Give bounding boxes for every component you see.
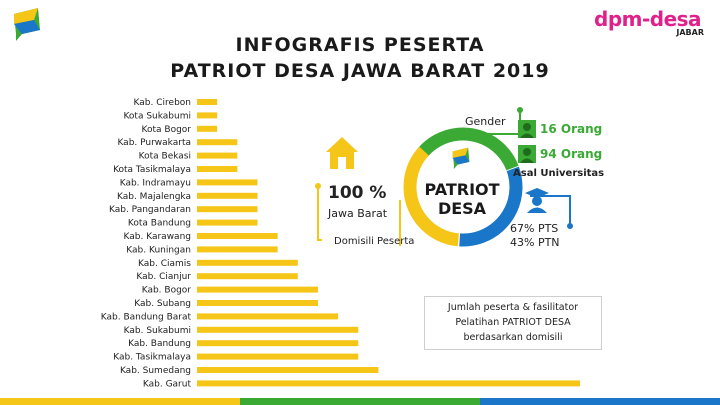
category-label: Kab. Cianjur: [136, 272, 191, 282]
bar: [197, 192, 258, 199]
university-title: Asal Universitas: [513, 168, 605, 179]
note-line3: berdasarkan domisili: [463, 332, 563, 343]
bottom-bar-yellow: [0, 398, 240, 405]
brand-logo: dpm-desa JABAR: [594, 8, 706, 38]
male-avatar-icon: [518, 120, 536, 138]
brand-subtext: JABAR: [676, 28, 704, 37]
bar: [197, 367, 379, 373]
bar: [197, 259, 298, 266]
bar: [197, 286, 318, 293]
bar: [197, 152, 238, 159]
category-label: Kab. Bandung: [128, 339, 191, 349]
bar-chart: Kab. Cirebon Kota Sukabumi Kota Bogor Kab. …: [101, 98, 580, 389]
female-avatar-icon: [518, 145, 536, 163]
category-label: Kab. Sumedang: [120, 366, 191, 376]
category-label: Kab. Purwakarta: [117, 138, 191, 148]
bar: [197, 233, 278, 239]
category-label: Kab. Bandung Barat: [101, 312, 192, 322]
category-label: Kab. Bogor: [142, 286, 192, 296]
bar: [197, 340, 359, 347]
bar: [197, 179, 258, 186]
category-label: Kab. Tasikmalaya: [113, 353, 191, 363]
category-label: Kab. Subang: [134, 299, 191, 309]
bar: [197, 273, 298, 280]
category-label: Kota Bekasi: [139, 152, 191, 162]
center-label: PATRIOT DESA: [412, 180, 512, 218]
bar: [197, 246, 278, 253]
category-label: Kab. Pangandaran: [109, 205, 191, 215]
category-label: Kota Tasikmalaya: [113, 165, 191, 175]
bar: [197, 206, 258, 213]
graduate-icon: [525, 188, 549, 213]
domicile-caption: Domisili Peserta: [334, 236, 415, 247]
note-line1: Jumlah peserta & fasilitator: [447, 302, 579, 313]
app-logo-icon: [14, 8, 40, 41]
category-label: Kab. Majalengka: [117, 192, 191, 202]
center-label-line2: DESA: [437, 199, 487, 218]
category-label: Kota Bandung: [128, 219, 191, 229]
center-label-line1: PATRIOT: [424, 180, 500, 199]
patriot-desa-ring: [403, 127, 523, 247]
category-label: Kab. Kuningan: [126, 245, 191, 255]
bar: [197, 300, 318, 306]
category-label: Kab. Ciamis: [138, 259, 191, 269]
category-label: Kab. Sukabumi: [124, 326, 191, 336]
bar: [197, 313, 339, 320]
note-line2: Pelatihan PATRIOT DESA: [455, 317, 571, 328]
gender-male-count: 16 Orang: [540, 122, 603, 136]
gender-title: Gender: [465, 115, 506, 128]
category-label: Kota Sukabumi: [123, 111, 191, 121]
bottom-color-bar: [0, 398, 720, 405]
category-label: Kab. Cirebon: [134, 98, 191, 108]
note-box: Jumlah peserta & fasilitator Pelatihan P…: [424, 296, 602, 350]
bar: [197, 139, 238, 146]
category-label: Kab. Karawang: [124, 232, 191, 242]
bar: [197, 166, 238, 172]
category-label: Kab. Indramayu: [120, 178, 191, 188]
brand-text: dpm-desa: [594, 7, 702, 31]
bottom-bar-blue: [480, 398, 720, 405]
bar: [197, 112, 218, 119]
bottom-bar-green: [240, 398, 480, 405]
bar: [197, 99, 218, 105]
bar: [197, 326, 359, 333]
university-pts: 67% PTS: [510, 222, 559, 235]
bar: [197, 353, 359, 360]
gender-female-count: 94 Orang: [540, 147, 603, 161]
category-label: Kab. Garut: [143, 379, 192, 389]
page-title-line1: INFOGRAFIS PESERTA: [235, 34, 485, 56]
bar: [197, 380, 580, 387]
domicile-percent: 100 %: [328, 183, 387, 203]
bar: [197, 125, 218, 132]
bar: [197, 219, 258, 226]
house-icon: [326, 137, 358, 169]
domicile-region: Jawa Barat: [328, 207, 388, 220]
university-ptn: 43% PTN: [510, 236, 560, 249]
page-title-line2: PATRIOT DESA JAWA BARAT 2019: [170, 60, 550, 82]
category-label: Kota Bogor: [142, 125, 192, 135]
center-logo-icon: [452, 147, 470, 169]
